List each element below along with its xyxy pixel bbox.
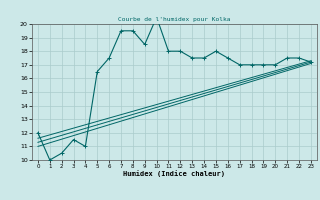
X-axis label: Humidex (Indice chaleur): Humidex (Indice chaleur): [124, 171, 225, 177]
Title: Courbe de l'humidex pour Kolka: Courbe de l'humidex pour Kolka: [118, 17, 231, 22]
